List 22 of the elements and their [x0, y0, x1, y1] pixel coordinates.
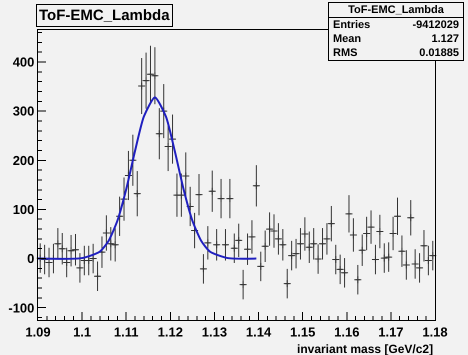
- x-tick-label: 1.16: [334, 324, 360, 340]
- chart-title: ToF-EMC_Lambda: [39, 7, 170, 24]
- text: RMS 0.01885: [333, 47, 459, 59]
- x-tick-label: 1.1: [73, 324, 92, 340]
- text: Entries -9412029: [333, 19, 459, 31]
- x-tick-label: 1.14: [246, 324, 272, 340]
- y-tick-label: 100: [12, 202, 34, 217]
- x-tick-label: 1.18: [422, 324, 448, 340]
- y-tick-label: 200: [12, 152, 34, 168]
- line-series: [38, 96, 258, 260]
- x-tick-label: 1.11: [114, 324, 139, 340]
- x-tick-label: 1.12: [158, 324, 183, 340]
- text: Mean 1.127: [333, 33, 459, 45]
- text: ToF-EMC_Lambda: [329, 3, 463, 18]
- y-tick-label: 300: [12, 104, 34, 119]
- y-tick-label: -100: [8, 300, 34, 316]
- x-tick-label: 1.09: [25, 324, 51, 340]
- y-tick-label: 0: [27, 251, 34, 266]
- y-tick-label: 400: [12, 54, 34, 70]
- x-tick-label: 1.17: [378, 324, 404, 340]
- x-tick-label: 1.13: [202, 324, 228, 340]
- x-tick-label: 1.15: [290, 324, 316, 340]
